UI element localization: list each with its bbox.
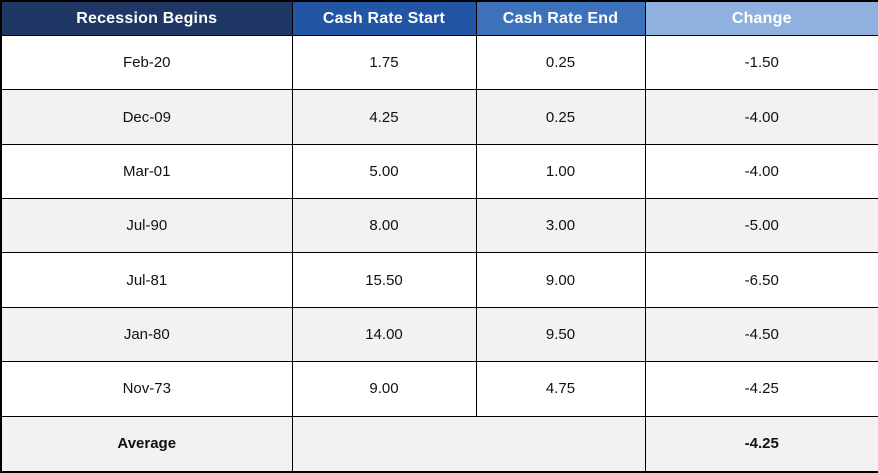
header-recession-begins: Recession Begins xyxy=(0,0,293,36)
header-cash-rate-end: Cash Rate End xyxy=(475,0,646,36)
cell-cash-rate-start: 4.25 xyxy=(291,89,477,145)
cell-cash-rate-start: 5.00 xyxy=(291,143,477,200)
cell-change: -4.00 xyxy=(644,143,878,200)
table-row: Jul-90 8.00 3.00 -5.00 xyxy=(0,198,878,254)
cell-change: -4.25 xyxy=(644,361,878,417)
cell-cash-rate-end: 9.00 xyxy=(475,252,646,308)
table-row: Jul-81 15.50 9.00 -6.50 xyxy=(0,252,878,308)
cell-cash-rate-end: 1.00 xyxy=(475,143,646,200)
cell-cash-rate-end: 3.00 xyxy=(475,198,646,254)
cell-cash-rate-end: 4.75 xyxy=(475,361,646,417)
cell-cash-rate-end: 0.25 xyxy=(475,89,646,145)
table-row: Jan-80 14.00 9.50 -4.50 xyxy=(0,306,878,363)
table-row: Feb-20 1.75 0.25 -1.50 xyxy=(0,34,878,91)
table-row: Dec-09 4.25 0.25 -4.00 xyxy=(0,89,878,145)
cell-recession-begins: Jan-80 xyxy=(0,306,293,363)
cell-change: -5.00 xyxy=(644,198,878,254)
cell-recession-begins: Jul-81 xyxy=(0,252,293,308)
cell-cash-rate-start: 14.00 xyxy=(291,306,477,363)
cell-cash-rate-end: 0.25 xyxy=(475,34,646,91)
cell-recession-begins: Mar-01 xyxy=(0,143,293,200)
header-change: Change xyxy=(644,0,878,36)
cell-change: -1.50 xyxy=(644,34,878,91)
average-row: Average -4.25 xyxy=(0,415,878,473)
cell-recession-begins: Feb-20 xyxy=(0,34,293,91)
cell-cash-rate-start: 9.00 xyxy=(291,361,477,417)
cell-change: -4.00 xyxy=(644,89,878,145)
cell-cash-rate-start: 1.75 xyxy=(291,34,477,91)
header-cash-rate-start: Cash Rate Start xyxy=(291,0,477,36)
cell-cash-rate-start: 8.00 xyxy=(291,198,477,254)
cell-change: -6.50 xyxy=(644,252,878,308)
cell-recession-begins: Dec-09 xyxy=(0,89,293,145)
cell-recession-begins: Nov-73 xyxy=(0,361,293,417)
cell-cash-rate-start: 15.50 xyxy=(291,252,477,308)
cell-change: -4.50 xyxy=(644,306,878,363)
average-change: -4.25 xyxy=(644,415,878,473)
table-row: Nov-73 9.00 4.75 -4.25 xyxy=(0,361,878,417)
average-merged-cell xyxy=(291,415,646,473)
average-label: Average xyxy=(0,415,293,473)
table-row: Mar-01 5.00 1.00 -4.00 xyxy=(0,143,878,200)
cell-recession-begins: Jul-90 xyxy=(0,198,293,254)
cell-cash-rate-end: 9.50 xyxy=(475,306,646,363)
header-row: Recession Begins Cash Rate Start Cash Ra… xyxy=(0,0,878,36)
